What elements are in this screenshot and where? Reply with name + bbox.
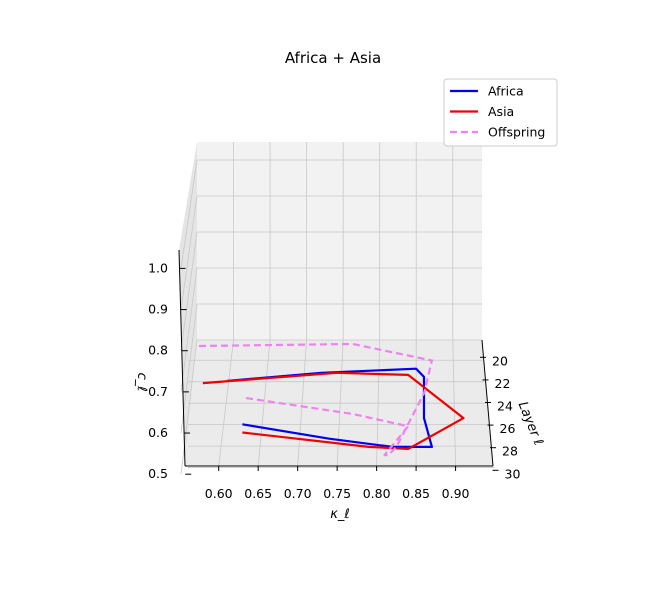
y-tick-label-2: 24 [497, 399, 513, 414]
legend-items: Africa Asia Offspring [450, 84, 545, 140]
y-tick-label-0: 20 [492, 353, 508, 368]
series-line-africa [226, 367, 433, 448]
legend-label-asia: Asia [488, 104, 514, 119]
grid-line-z-side-3 [180, 231, 198, 351]
y-tick-labels: 20 22 24 26 28 30 [492, 353, 520, 481]
z-tick-label-2: 0.7 [148, 384, 168, 399]
x-tick-labels: 0.60 0.65 0.70 0.75 0.80 0.85 0.90 [205, 486, 470, 501]
x-tick-label-3: 0.75 [323, 486, 351, 501]
z-axis-label: c_ℓ [134, 372, 150, 392]
y-tick-label-4: 28 [502, 444, 518, 459]
grid-line-z-side-0 [180, 339, 198, 475]
x-tick-label-4: 0.80 [363, 486, 391, 501]
z-tick-label-3: 0.8 [148, 343, 168, 358]
legend: Africa Asia Offspring [443, 78, 558, 147]
y-axis-label: Layer ℓ [515, 400, 546, 448]
legend-label-offspring: Offspring [488, 125, 545, 140]
side-pane [179, 142, 197, 466]
tick-marks [179, 267, 499, 475]
grid-line-z-side-2 [180, 267, 198, 392]
series-line-asia [202, 371, 465, 450]
x-axis-label: κ_ℓ [330, 507, 350, 522]
grid-line-z-side-4 [180, 195, 198, 310]
z-tick-label-5: 1.0 [148, 260, 168, 275]
legend-box [443, 78, 558, 147]
x-tick-label-1: 0.65 [244, 486, 272, 501]
z-tick-label-4: 0.9 [148, 302, 168, 317]
z-axis-line [178, 249, 186, 467]
grid-line-z-side-5 [180, 159, 198, 269]
back-pane [197, 142, 482, 340]
z-tick-label-1: 0.6 [148, 425, 168, 440]
x-tick-label-5: 0.85 [402, 486, 430, 501]
x-tick-label-2: 0.70 [284, 486, 312, 501]
y-tick-label-3: 26 [500, 421, 516, 436]
x-tick-label-0: 0.60 [205, 486, 233, 501]
y-tick-label-1: 22 [495, 376, 511, 391]
series-lines [198, 342, 465, 457]
series-line-offspring [198, 342, 433, 457]
y-tick-label-5: 30 [505, 466, 521, 481]
z-tick-labels: 0.5 0.6 0.7 0.8 0.9 1.0 [148, 260, 168, 481]
legend-label-africa: Africa [488, 84, 524, 99]
chart-title: Africa + Asia [285, 49, 381, 67]
x-tick-label-6: 0.90 [442, 486, 470, 501]
z-tick-label-0: 0.5 [148, 466, 168, 481]
